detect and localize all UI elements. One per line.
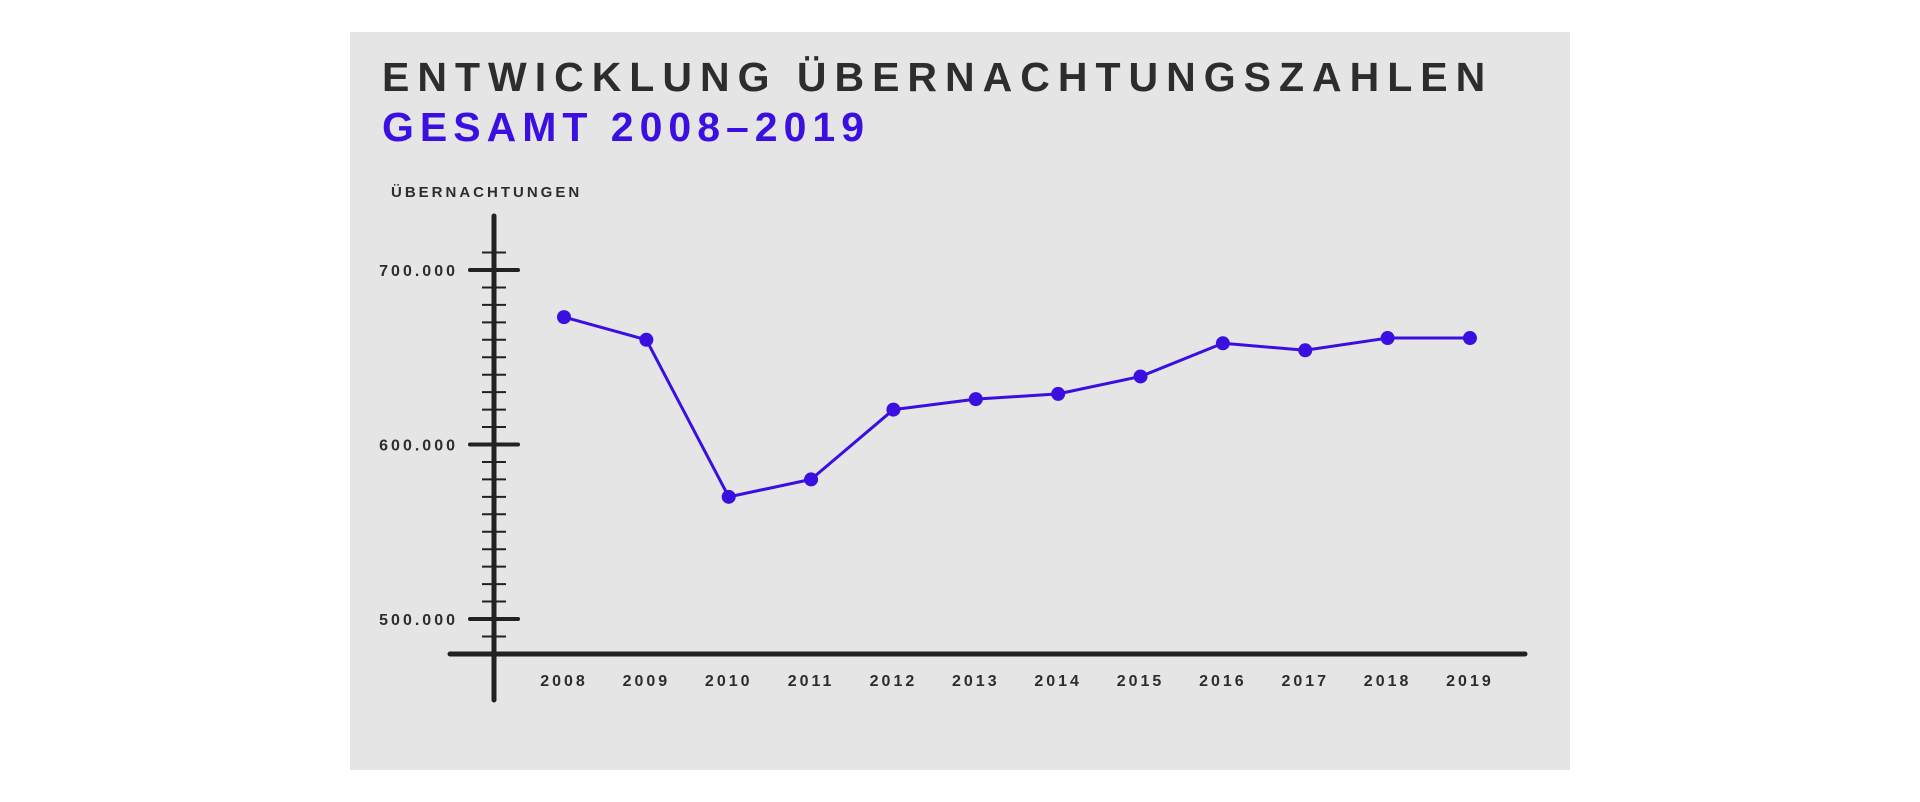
chart-subtitle: GESAMT 2008–2019: [382, 104, 871, 150]
y-axis-title: ÜBERNACHTUNGEN: [391, 184, 582, 201]
x-tick-label: 2013: [952, 673, 1000, 690]
x-tick-label: 2017: [1281, 673, 1329, 690]
data-point: [1051, 386, 1066, 401]
data-point: [886, 402, 901, 417]
x-tick-label: 2011: [788, 673, 835, 690]
y-tick-label: 700.000: [379, 263, 458, 280]
line-chart: ÜBERNACHTUNGEN 500.000 600.000 700.000 2008…: [379, 184, 1528, 703]
data-point: [639, 332, 654, 347]
series-line: [563, 315, 1470, 499]
data-point: [1133, 369, 1148, 384]
data-point: [1215, 336, 1230, 351]
x-tick-label: 2016: [1199, 673, 1247, 690]
data-point: [804, 472, 819, 487]
x-tick-label: 2009: [623, 673, 671, 690]
y-tick-label: 600.000: [379, 438, 458, 455]
x-tick-label: 2012: [870, 673, 918, 690]
x-tick-label: 2018: [1364, 673, 1412, 690]
data-point: [557, 310, 571, 325]
data-point: [1462, 331, 1477, 346]
x-tick-label: 2019: [1446, 673, 1494, 690]
x-tick-label: 2014: [1034, 673, 1082, 690]
data-point: [1298, 343, 1313, 358]
chart-title: ENTWICKLUNG ÜBERNACHTUNGSZAHLEN: [382, 54, 1494, 100]
data-point: [968, 392, 983, 407]
y-tick-label: 500.000: [379, 612, 458, 629]
chart-panel: ENTWICKLUNG ÜBERNACHTUNGSZAHLEN GESAMT 2…: [350, 32, 1570, 770]
data-point: [1380, 331, 1395, 346]
x-tick-label: 2010: [705, 673, 753, 690]
data-point: [721, 489, 736, 504]
x-tick-label: 2008: [540, 673, 588, 690]
x-tick-label: 2015: [1117, 673, 1165, 690]
